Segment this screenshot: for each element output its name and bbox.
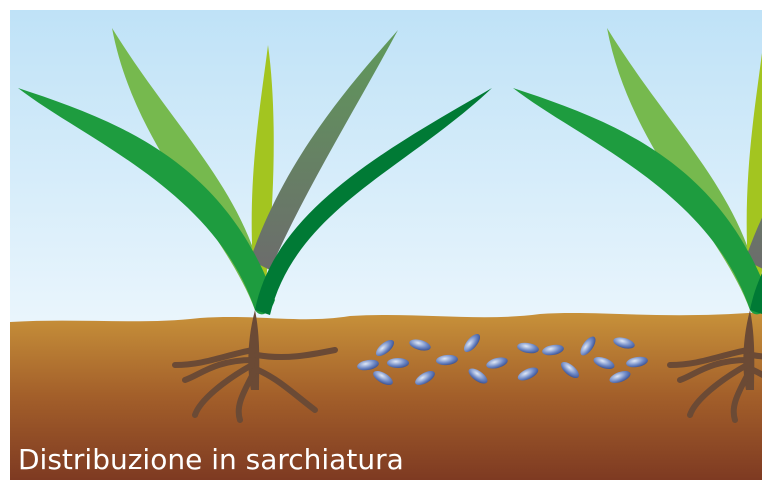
scene: Distribuzione in sarchiatura: [10, 10, 764, 480]
caption: Distribuzione in sarchiatura: [18, 443, 404, 476]
illustration: Distribuzione in sarchiatura: [0, 0, 764, 482]
